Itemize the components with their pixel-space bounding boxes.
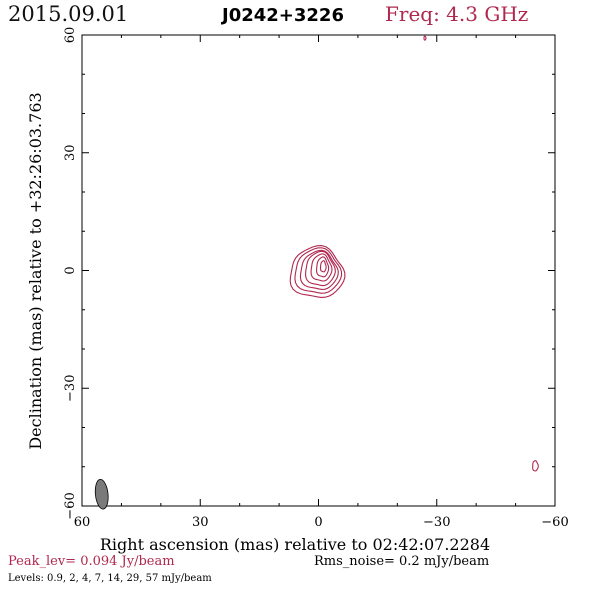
- contour-line: [532, 460, 539, 472]
- contour-line: [315, 256, 330, 278]
- y-tick-label: −30: [63, 375, 78, 402]
- y-axis-label: Declination (mas) relative to +32:26:03.…: [26, 92, 45, 449]
- beam-ellipse: [94, 478, 109, 510]
- contour-line: [294, 247, 343, 294]
- x-axis-label: Right ascension (mas) relative to 02:42:…: [100, 535, 490, 554]
- y-tick-label: 30: [63, 144, 78, 161]
- plot-frame: [81, 34, 556, 507]
- contour-line: [289, 245, 346, 298]
- peak-level: Peak_lev= 0.094 Jy/beam: [8, 554, 175, 569]
- contour-line: [304, 250, 336, 287]
- chart-title: J0242+3226: [222, 5, 344, 26]
- rms-noise: Rms_noise= 0.2 mJy/beam: [314, 554, 490, 569]
- contour-line: [310, 253, 333, 282]
- observation-date: 2015.09.01: [8, 2, 129, 26]
- frequency-label: Freq: 4.3 GHz: [385, 2, 529, 26]
- y-tick-label: 60: [63, 27, 78, 44]
- x-tick-label: 0: [314, 515, 322, 530]
- x-tick-label: −30: [423, 515, 450, 530]
- y-tick-label: 0: [63, 266, 78, 274]
- contour-line: [319, 260, 327, 273]
- x-tick-label: −60: [541, 515, 568, 530]
- y-tick-label: −60: [63, 492, 78, 519]
- x-tick-label: 60: [74, 515, 91, 530]
- contour-line: [423, 35, 427, 41]
- contour-levels: Levels: 0.9, 2, 4, 7, 14, 29, 57 mJy/bea…: [8, 573, 212, 584]
- x-tick-label: 30: [192, 515, 209, 530]
- contour-line: [299, 249, 339, 290]
